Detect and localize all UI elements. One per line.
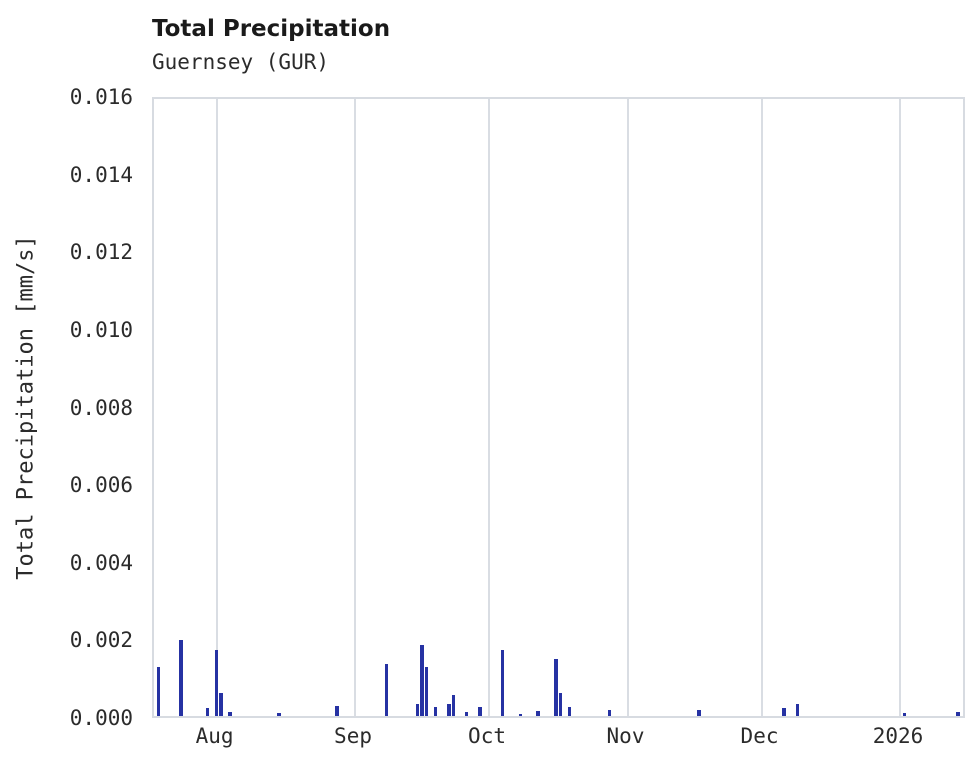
- y-axis: 0.000 0.002 0.004 0.006 0.008 0.010 0.012 0.014…: [0, 87, 143, 729]
- precip-bar: [518, 714, 523, 716]
- chart-title: Total Precipitation: [152, 16, 391, 42]
- y-tick-label: 0.000: [69, 706, 133, 730]
- precip-bar: [536, 711, 540, 716]
- y-tick-label: 0.012: [69, 240, 133, 265]
- x-tick-label: Oct: [468, 724, 506, 748]
- x-axis: Aug Sep Oct Nov Dec 2026: [0, 724, 980, 760]
- y-tick-label: 0.014: [69, 162, 133, 187]
- precip-bar: [500, 650, 505, 716]
- precip-bar: [447, 704, 451, 716]
- month-gridline: [760, 99, 763, 716]
- y-tick-label: 0.008: [69, 395, 133, 420]
- y-tick-label: 0.016: [69, 85, 133, 109]
- precip-bar: [795, 704, 799, 716]
- precip-bar: [420, 645, 424, 716]
- precip-bar: [464, 712, 469, 716]
- x-tick-label: Sep: [334, 724, 372, 748]
- precip-bar: [567, 707, 572, 716]
- x-tick-label: 2026: [872, 724, 924, 748]
- precip-bar: [228, 712, 232, 716]
- precip-bar: [179, 639, 183, 716]
- precip-bar: [558, 692, 563, 716]
- y-tick-label: 0.006: [69, 473, 133, 498]
- precip-bar: [424, 667, 429, 716]
- month-gridline: [898, 99, 901, 716]
- precip-bar: [697, 710, 701, 716]
- chart-subtitle: Guernsey (GUR): [152, 50, 330, 74]
- precip-bar: [277, 712, 281, 716]
- precip-bar: [335, 706, 339, 716]
- precip-bar: [554, 658, 558, 716]
- precip-bar: [214, 650, 219, 716]
- x-tick-label: Dec: [740, 724, 779, 748]
- plot-area: [152, 97, 965, 718]
- precip-bar: [415, 704, 420, 716]
- y-tick-label: 0.010: [69, 317, 133, 342]
- month-gridline: [488, 99, 491, 716]
- month-gridline: [354, 99, 357, 716]
- precip-bar: [607, 710, 612, 716]
- precip-bar: [956, 712, 960, 716]
- precip-bar: [478, 707, 482, 716]
- precip-bar: [156, 667, 161, 716]
- month-gridline: [626, 99, 629, 716]
- precip-bar: [384, 663, 389, 716]
- precip-bar: [902, 712, 907, 716]
- x-tick-label: Nov: [606, 724, 645, 748]
- precip-bar: [451, 694, 456, 716]
- month-gridline: [215, 99, 218, 716]
- y-tick-label: 0.002: [69, 628, 133, 653]
- precip-bar: [782, 708, 786, 716]
- x-tick-label: Aug: [195, 724, 234, 748]
- precip-bar: [219, 692, 223, 716]
- precip-bar: [205, 708, 210, 716]
- precip-bar: [433, 707, 438, 716]
- y-tick-label: 0.004: [69, 550, 133, 575]
